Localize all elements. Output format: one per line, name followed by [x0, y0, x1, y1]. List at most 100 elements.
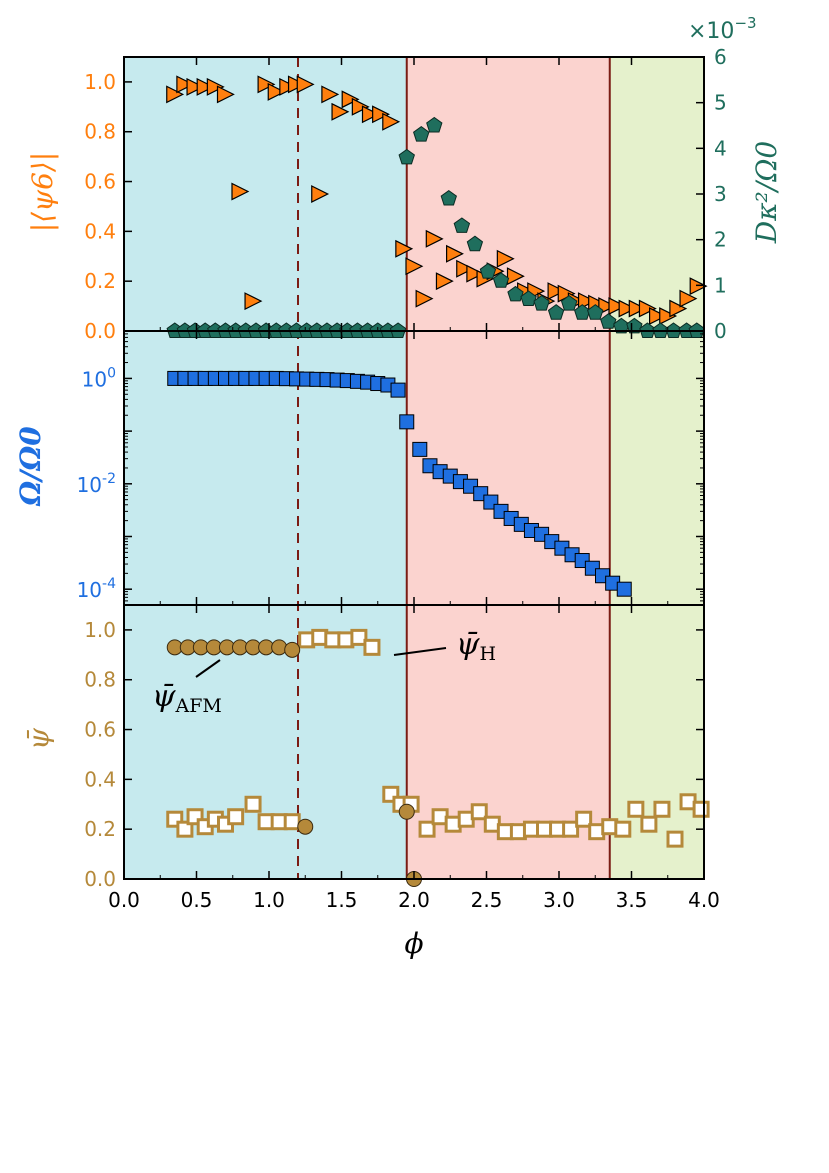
psi6-point — [435, 272, 454, 291]
panel-backgrounds — [124, 57, 704, 879]
tick-base: 10 — [77, 473, 102, 497]
phase-boundaries — [297, 57, 611, 879]
psi-afm-point — [271, 639, 288, 656]
psi-afm-symbol: ψ̄ — [152, 679, 176, 714]
psi6-point — [311, 185, 330, 203]
top-y-tick-label: 0.8 — [84, 120, 116, 144]
psi6-point — [216, 85, 235, 104]
psi-afm-point — [297, 818, 314, 835]
psi-h-point — [627, 800, 645, 818]
psi6-point — [231, 182, 250, 201]
bottom-y-tick-label: 0.4 — [84, 767, 116, 791]
diffusion-point — [533, 294, 550, 311]
diffusion-point — [600, 313, 617, 329]
middle-y-tick-label: 10-4 — [77, 576, 117, 602]
psi6-point — [547, 282, 566, 301]
axis-ticks — [123, 56, 705, 880]
tick-exp: -2 — [102, 471, 116, 487]
psi6-point — [669, 299, 688, 318]
psi6-point — [257, 75, 276, 94]
x-tick-label: 4.0 — [688, 888, 720, 912]
omega-point — [412, 441, 428, 457]
psi-h-point — [176, 820, 194, 838]
psi-h-point — [244, 795, 262, 813]
psi-h-point — [640, 815, 658, 833]
diffusion-point — [479, 262, 497, 279]
x-tick-label: 2.5 — [471, 888, 503, 912]
right-axis-multiplier: ×10−3 — [688, 14, 757, 44]
x-tick-label: 3.5 — [616, 888, 648, 912]
axis-labels: ϕ |⟨ψ6⟩| Ω/Ω0 ψ̄ Dκ²/Ω0 ×10−3 ψ̄AFM ψ̄H … — [14, 14, 783, 960]
psi-h-pointer — [393, 647, 447, 656]
diffusion-point — [520, 290, 537, 306]
data-markers — [166, 75, 710, 887]
psi-h-symbol: ψ̄ — [456, 627, 480, 662]
psi6-point — [405, 257, 424, 276]
tick-exp: 0 — [107, 365, 116, 381]
psi6-point — [506, 267, 525, 286]
psi-afm-label: ψ̄AFM — [152, 679, 222, 717]
top-right-y-tick-label: 2 — [714, 228, 727, 252]
omega-point — [390, 382, 406, 398]
psi6-point — [618, 299, 637, 318]
psi6-point — [244, 292, 263, 311]
psi6-point — [361, 105, 380, 124]
psi-h-point — [692, 800, 710, 818]
middle-y-tick-label: 100 — [82, 365, 116, 391]
diffusion-point — [626, 317, 643, 334]
psi6-point — [176, 75, 195, 94]
diffusion-point — [440, 189, 457, 206]
psi-h-point — [666, 830, 684, 848]
psi6-point — [196, 77, 215, 96]
bottom-y-tick-label: 0.6 — [84, 718, 116, 742]
psi-afm-sub: AFM — [175, 695, 222, 717]
psi-h-point — [363, 638, 381, 656]
diffusion-point — [453, 217, 471, 233]
psi-afm-pointer — [195, 659, 221, 678]
bottom-y-tick-label: 0.2 — [84, 817, 116, 841]
psi6-point — [166, 85, 185, 104]
diffusion-point — [426, 116, 443, 133]
top-right-ylabel: Dκ²/Ω0 — [750, 141, 783, 245]
top-y-tick-label: 0.2 — [84, 269, 116, 293]
diffusion-point — [507, 285, 524, 302]
diffusion-point — [492, 272, 510, 288]
psi6-point — [446, 244, 464, 263]
psi6-point — [382, 112, 401, 131]
diffusion-point — [547, 304, 565, 320]
bottom-y-tick-label: 0.0 — [84, 867, 116, 891]
x-tick-label: 3.0 — [543, 888, 575, 912]
psi6-point — [287, 75, 306, 94]
omega-point — [616, 581, 632, 597]
diffusion-point — [398, 148, 415, 165]
bottom-y-tick-label: 1.0 — [84, 618, 116, 642]
top-right-y-tick-label: 4 — [714, 136, 727, 160]
psi6-point — [279, 77, 298, 96]
psi-h-point — [562, 820, 580, 838]
middle-ylabel: Ω/Ω0 — [14, 426, 47, 507]
top-y-tick-label: 0.4 — [84, 219, 116, 243]
psi-afm-point — [398, 803, 415, 820]
top-y-tick-label: 0.6 — [84, 170, 116, 194]
middle-y-tick-label: 10-2 — [77, 471, 116, 497]
psi6-point — [372, 105, 390, 124]
psi-h-point — [575, 810, 593, 828]
multiplier-base: ×10 — [688, 19, 734, 44]
psi6-point — [186, 77, 205, 96]
psi-afm-point — [284, 641, 301, 658]
psi6-point — [628, 299, 647, 318]
top-ylabel: |⟨ψ6⟩| — [26, 152, 59, 233]
x-tick-label: 0.0 — [108, 888, 140, 912]
psi6-point — [351, 97, 370, 116]
psi6-point — [659, 307, 678, 326]
psi6-point — [608, 297, 627, 316]
top-right-y-tick-label: 6 — [714, 45, 727, 69]
psi6-point — [321, 85, 340, 104]
psi-h-point — [283, 813, 301, 831]
psi-h-point — [653, 800, 671, 818]
psi-h-sub: H — [480, 643, 497, 665]
x-tick-label: 2.0 — [398, 888, 430, 912]
psi6-point — [466, 264, 485, 283]
multiplier-exp: −3 — [734, 14, 756, 32]
psi-h-point — [227, 808, 245, 826]
